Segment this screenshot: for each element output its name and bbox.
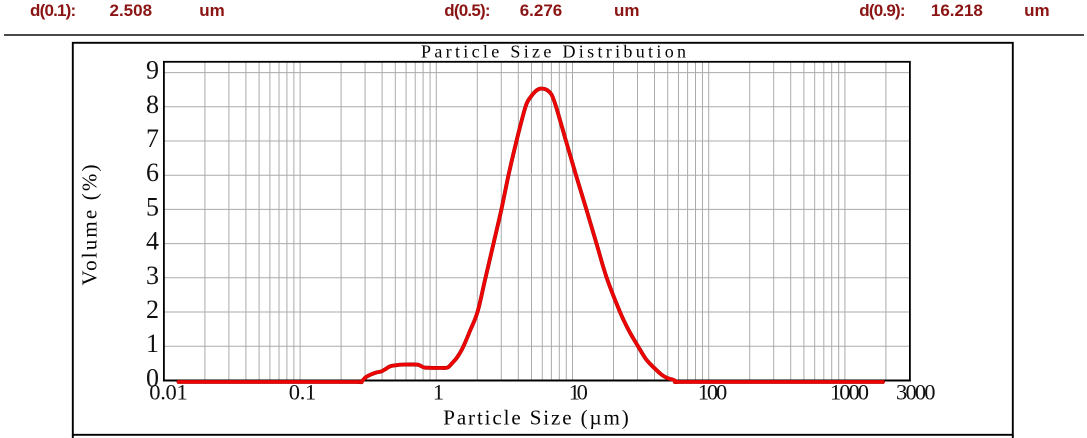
svg-text:0: 0	[146, 363, 159, 392]
svg-text:9: 9	[146, 56, 159, 85]
svg-text:Volume (%): Volume (%)	[78, 165, 102, 286]
svg-text:3000: 3000	[896, 380, 936, 405]
svg-text:0.01: 0.01	[149, 380, 188, 405]
svg-text:7: 7	[146, 124, 159, 153]
svg-text:Particle Size Distribution: Particle Size Distribution	[421, 42, 686, 62]
svg-text:10: 10	[569, 380, 588, 405]
svg-text:1000: 1000	[830, 380, 869, 405]
svg-text:4: 4	[146, 227, 159, 256]
svg-text:100: 100	[698, 380, 728, 405]
svg-text:3: 3	[146, 261, 159, 290]
svg-text:8: 8	[146, 90, 159, 119]
svg-text:6: 6	[146, 158, 159, 187]
svg-text:1: 1	[146, 329, 159, 358]
svg-text:1: 1	[433, 380, 444, 405]
svg-text:5: 5	[146, 192, 159, 221]
svg-text:2: 2	[146, 295, 159, 324]
svg-text:Particle Size (µm): Particle Size (µm)	[443, 406, 629, 430]
svg-text:0.1: 0.1	[289, 380, 317, 405]
